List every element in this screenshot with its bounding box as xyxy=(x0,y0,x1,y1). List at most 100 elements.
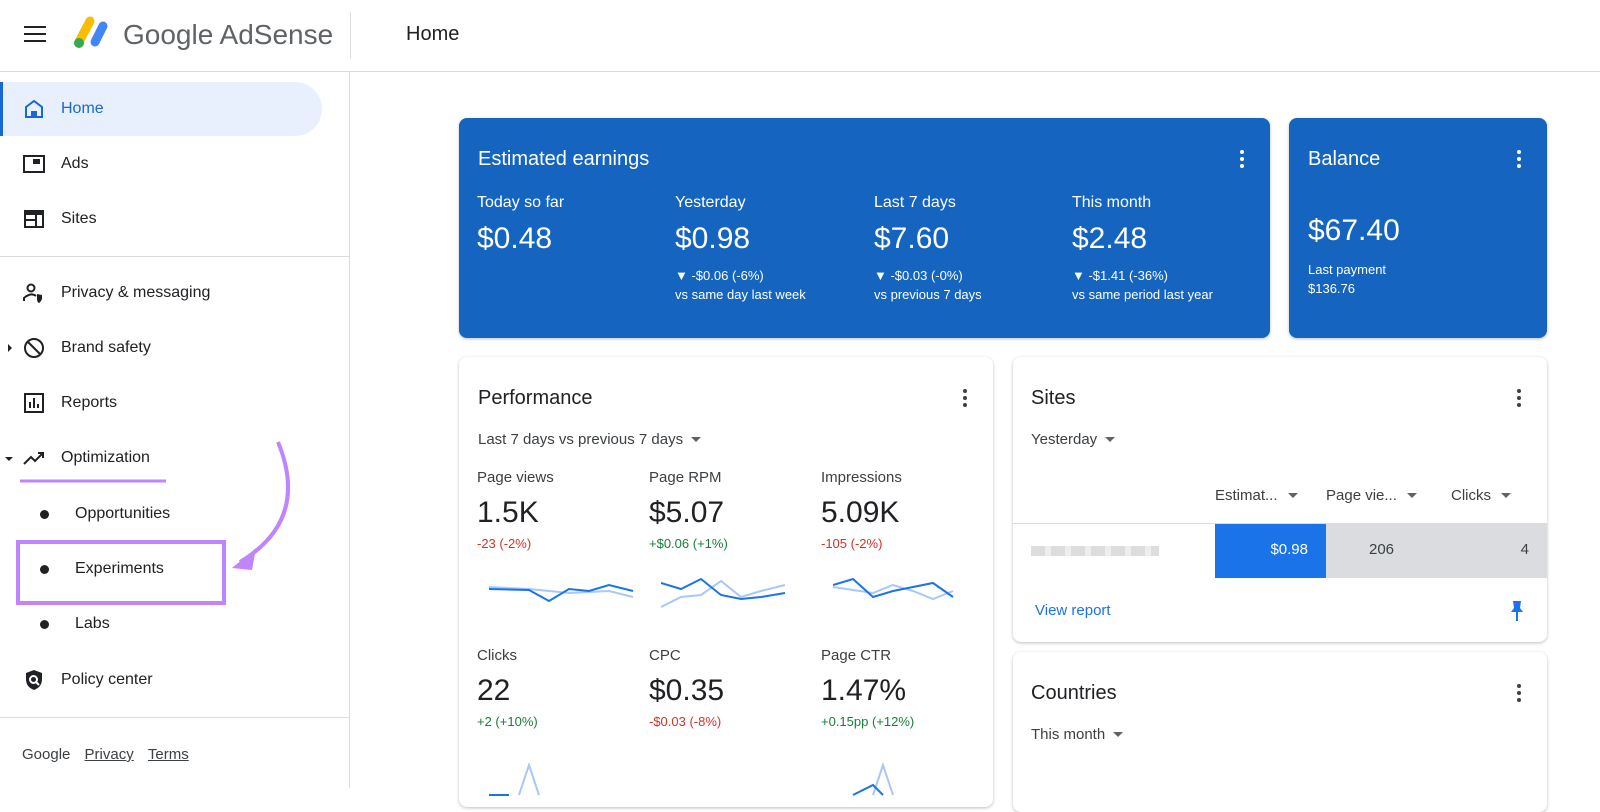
sparkline xyxy=(852,761,894,796)
sparkline-current xyxy=(489,583,634,603)
shield-icon xyxy=(26,670,42,690)
sidebar-item-label: Policy center xyxy=(61,671,153,688)
metric-cpc[interactable]: CPC $0.35 -$0.03 (-8%) xyxy=(649,647,819,729)
menu-icon[interactable] xyxy=(24,26,46,44)
annotation-box xyxy=(16,540,226,605)
sparkline xyxy=(661,577,786,608)
sparkline-current xyxy=(661,577,786,601)
sidebar-item-label: Brand safety xyxy=(61,339,151,356)
sparkline xyxy=(489,583,634,603)
annotation-arrow xyxy=(238,441,291,564)
card-title: Sites xyxy=(1031,387,1076,409)
sidebar-item-sites[interactable]: Sites xyxy=(0,192,322,246)
pin-icon[interactable] xyxy=(1509,600,1525,622)
earnings-last-7-days: Last 7 days $7.60 ▼ -$0.03 (-0%) vs previou… xyxy=(874,194,982,302)
sidebar-item-label: Privacy & messaging xyxy=(61,284,211,301)
date-range-dropdown[interactable]: This month xyxy=(1031,726,1123,743)
annotation-overlay xyxy=(16,441,291,605)
more-vert-icon[interactable] xyxy=(1517,150,1521,171)
page-views-cell: 206 xyxy=(1368,541,1395,558)
sidebar-item-reports[interactable]: Reports xyxy=(0,376,322,430)
column-header-earnings[interactable]: Estimat... xyxy=(1215,487,1298,504)
bullet-icon xyxy=(40,509,49,519)
sites-icon xyxy=(24,210,44,228)
sidebar-item-experiments[interactable]: Experiments xyxy=(0,542,322,596)
metric-delta: -105 (-2%) xyxy=(821,536,883,551)
ads-icon xyxy=(23,155,45,173)
sidebar-item-opportunities[interactable]: Opportunities xyxy=(0,487,322,541)
expand-arrow-icon[interactable] xyxy=(8,344,16,352)
page-title: Home xyxy=(406,23,460,45)
date-range-dropdown[interactable]: Yesterday xyxy=(1031,431,1115,448)
collapse-arrow-icon[interactable] xyxy=(5,457,13,465)
sidebar-item-home[interactable]: Home xyxy=(0,82,322,136)
divider xyxy=(350,12,351,58)
block-icon xyxy=(24,338,44,358)
more-vert-icon[interactable] xyxy=(1517,389,1521,410)
column-header-page-views[interactable]: Page vie... xyxy=(1326,487,1417,504)
sidebar-item-brand-safety[interactable]: Brand safety xyxy=(0,321,322,375)
trending-up-icon xyxy=(23,452,44,465)
metric-value: 1.5K xyxy=(477,496,539,529)
earnings-cell: $0.98 xyxy=(1215,524,1326,578)
metric-page-ctr[interactable]: Page CTR 1.47% +0.15pp (+12%) xyxy=(821,647,991,796)
sparkline xyxy=(833,577,954,601)
metric-clicks[interactable]: Clicks 22 +2 (+10%) xyxy=(477,647,647,796)
metric-label: Page views xyxy=(477,469,554,486)
divider xyxy=(0,717,350,718)
more-vert-icon[interactable] xyxy=(1240,150,1244,171)
metric-page-views[interactable]: Page views 1.5K -23 (-2%) xyxy=(477,469,647,603)
more-vert-icon[interactable] xyxy=(963,389,967,410)
sidebar-item-privacy[interactable]: Privacy & messaging xyxy=(0,266,322,320)
earnings-this-month: This month $2.48 ▼ -$1.41 (-36%) vs same pe… xyxy=(1072,194,1213,302)
divider xyxy=(1013,523,1547,524)
sidebar-item-label: Optimization xyxy=(61,449,150,466)
sidebar-item-labs[interactable]: Labs xyxy=(0,597,322,651)
sidebar: Home Ads Sites Privacy & messaging Brand… xyxy=(0,72,350,788)
sidebar-item-label: Reports xyxy=(61,394,118,411)
date-range-dropdown[interactable]: Last 7 days vs previous 7 days xyxy=(478,431,701,448)
clicks-cell: 4 xyxy=(1520,541,1529,558)
sidebar-footer: Google Privacy Terms xyxy=(22,746,189,763)
blurred-site-name xyxy=(1031,546,1159,556)
privacy-link[interactable]: Privacy xyxy=(84,746,134,763)
metric-label: Page RPM xyxy=(649,469,722,486)
reports-icon xyxy=(24,393,44,413)
sparkline-current xyxy=(833,577,954,599)
bullet-icon xyxy=(40,619,49,629)
earnings-yesterday: Yesterday $0.98 ▼ -$0.06 (-6%) vs same day … xyxy=(675,194,806,302)
metric-delta: +0.15pp (+12%) xyxy=(821,714,915,729)
sparkline xyxy=(489,761,540,796)
sparkline-current xyxy=(852,783,884,796)
sidebar-item-optimization[interactable]: Optimization xyxy=(0,431,322,485)
metric-delta: -23 (-2%) xyxy=(477,536,532,551)
google-label: Google xyxy=(22,746,71,763)
table-row[interactable]: $0.98 206 4 xyxy=(1013,524,1547,578)
metric-page-rpm[interactable]: Page RPM $5.07 +$0.06 (+1%) xyxy=(649,469,819,608)
balance-card: Balance $67.40 Last payment $136.76 xyxy=(1289,118,1547,338)
metric-impressions[interactable]: Impressions 5.09K -105 (-2%) xyxy=(821,469,991,601)
metric-label: Page CTR xyxy=(821,647,892,664)
bullet-icon xyxy=(40,564,49,574)
sidebar-item-label: Ads xyxy=(61,155,89,172)
metric-delta: +$0.06 (+1%) xyxy=(649,536,728,551)
terms-link[interactable]: Terms xyxy=(147,746,189,763)
sidebar-item-label: Home xyxy=(61,100,104,117)
card-title: Balance xyxy=(1308,148,1381,170)
column-header-clicks[interactable]: Clicks xyxy=(1451,487,1511,504)
card-title: Countries xyxy=(1031,682,1117,704)
annotation-arrowhead xyxy=(232,548,256,570)
more-vert-icon[interactable] xyxy=(1517,684,1521,705)
balance-value: $67.40 xyxy=(1308,214,1400,247)
metric-label: Clicks xyxy=(477,647,517,664)
brand-name: Google AdSense xyxy=(123,19,334,50)
view-report-link[interactable]: View report xyxy=(1035,602,1111,619)
metric-value: 5.09K xyxy=(821,496,900,529)
sidebar-item-label: Opportunities xyxy=(75,505,171,522)
card-title: Performance xyxy=(478,387,593,409)
metric-value: $5.07 xyxy=(649,496,725,529)
earnings-today: Today so far $0.48 xyxy=(477,194,565,255)
sidebar-item-ads[interactable]: Ads xyxy=(0,137,322,191)
metric-label: CPC xyxy=(649,647,681,664)
sidebar-item-policy-center[interactable]: Policy center xyxy=(0,653,322,707)
